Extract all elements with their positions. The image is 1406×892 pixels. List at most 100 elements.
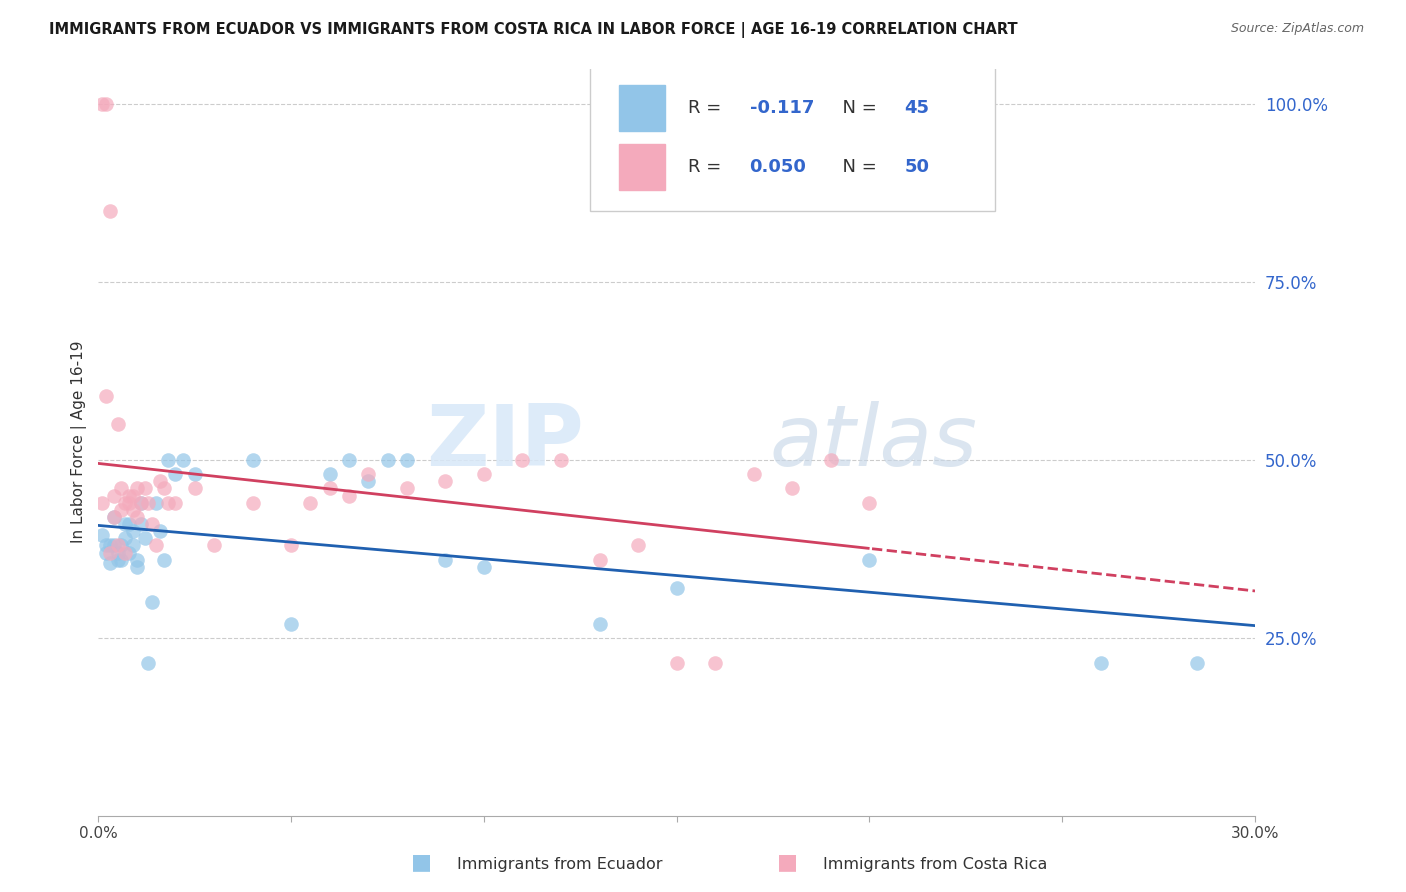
Point <box>110 503 132 517</box>
Point <box>122 538 145 552</box>
Point <box>299 496 322 510</box>
Point <box>434 475 457 489</box>
Text: ■: ■ <box>412 853 432 872</box>
Point <box>107 538 129 552</box>
Point <box>395 482 418 496</box>
Point <box>184 482 207 496</box>
Point <box>172 453 194 467</box>
Point <box>858 496 880 510</box>
Point <box>107 545 129 559</box>
Point <box>588 552 610 566</box>
Point <box>141 595 163 609</box>
Point <box>103 489 125 503</box>
Text: R =: R = <box>689 99 727 117</box>
Point <box>94 97 117 112</box>
Point <box>114 496 136 510</box>
Point <box>91 527 114 541</box>
Point <box>103 538 125 552</box>
Point <box>138 496 160 510</box>
Point <box>184 467 207 482</box>
Point <box>91 97 114 112</box>
Point <box>1185 656 1208 670</box>
FancyBboxPatch shape <box>591 65 995 211</box>
Point <box>1090 656 1112 670</box>
Point <box>110 552 132 566</box>
Point <box>156 453 179 467</box>
Point <box>125 482 148 496</box>
Text: 0.050: 0.050 <box>749 158 807 176</box>
Point <box>125 559 148 574</box>
Point <box>337 453 360 467</box>
Point <box>395 453 418 467</box>
Point <box>434 552 457 566</box>
Point <box>149 524 172 538</box>
Point <box>134 531 156 545</box>
Text: Source: ZipAtlas.com: Source: ZipAtlas.com <box>1230 22 1364 36</box>
Point <box>280 538 302 552</box>
Point <box>98 545 121 559</box>
Text: 50: 50 <box>904 158 929 176</box>
Point <box>118 496 141 510</box>
Point <box>118 517 141 532</box>
Point <box>242 453 264 467</box>
Point <box>103 510 125 524</box>
Point <box>110 538 132 552</box>
Point <box>98 556 121 570</box>
Point <box>165 496 187 510</box>
Point <box>125 552 148 566</box>
Point <box>107 552 129 566</box>
Point <box>125 510 148 524</box>
Text: ZIP: ZIP <box>426 401 583 483</box>
Point <box>141 517 163 532</box>
Point <box>165 467 187 482</box>
Point <box>665 656 688 670</box>
Text: R =: R = <box>689 158 727 176</box>
Point <box>114 545 136 559</box>
Text: IMMIGRANTS FROM ECUADOR VS IMMIGRANTS FROM COSTA RICA IN LABOR FORCE | AGE 16-19: IMMIGRANTS FROM ECUADOR VS IMMIGRANTS FR… <box>49 22 1018 38</box>
Point <box>782 482 804 496</box>
Point <box>118 545 141 559</box>
Point <box>550 453 572 467</box>
Point <box>153 552 176 566</box>
Point <box>129 517 152 532</box>
Point <box>107 417 129 432</box>
Bar <box>619 86 665 131</box>
Bar <box>619 145 665 190</box>
Point <box>377 453 399 467</box>
Point <box>94 538 117 552</box>
Point <box>156 496 179 510</box>
Point <box>357 475 380 489</box>
Point <box>129 496 152 510</box>
Point <box>118 489 141 503</box>
Point <box>134 482 156 496</box>
Point <box>472 467 495 482</box>
Point <box>357 467 380 482</box>
Point <box>94 545 117 559</box>
Point <box>704 656 727 670</box>
Text: N =: N = <box>831 99 882 117</box>
Point <box>858 552 880 566</box>
Point <box>472 559 495 574</box>
Point <box>242 496 264 510</box>
Point <box>122 503 145 517</box>
Point <box>665 581 688 595</box>
Point <box>153 482 176 496</box>
Point <box>138 656 160 670</box>
Text: 45: 45 <box>904 99 929 117</box>
Point <box>145 538 167 552</box>
Text: -0.117: -0.117 <box>749 99 814 117</box>
Point <box>512 453 534 467</box>
Text: N =: N = <box>831 158 882 176</box>
Point <box>122 524 145 538</box>
Text: atlas: atlas <box>769 401 977 483</box>
Point <box>820 453 842 467</box>
Point <box>103 510 125 524</box>
Point <box>129 496 152 510</box>
Text: Immigrants from Costa Rica: Immigrants from Costa Rica <box>823 857 1047 872</box>
Y-axis label: In Labor Force | Age 16-19: In Labor Force | Age 16-19 <box>72 341 87 543</box>
Point <box>98 203 121 218</box>
Point <box>122 489 145 503</box>
Point <box>94 389 117 403</box>
Point <box>280 616 302 631</box>
Point <box>149 475 172 489</box>
